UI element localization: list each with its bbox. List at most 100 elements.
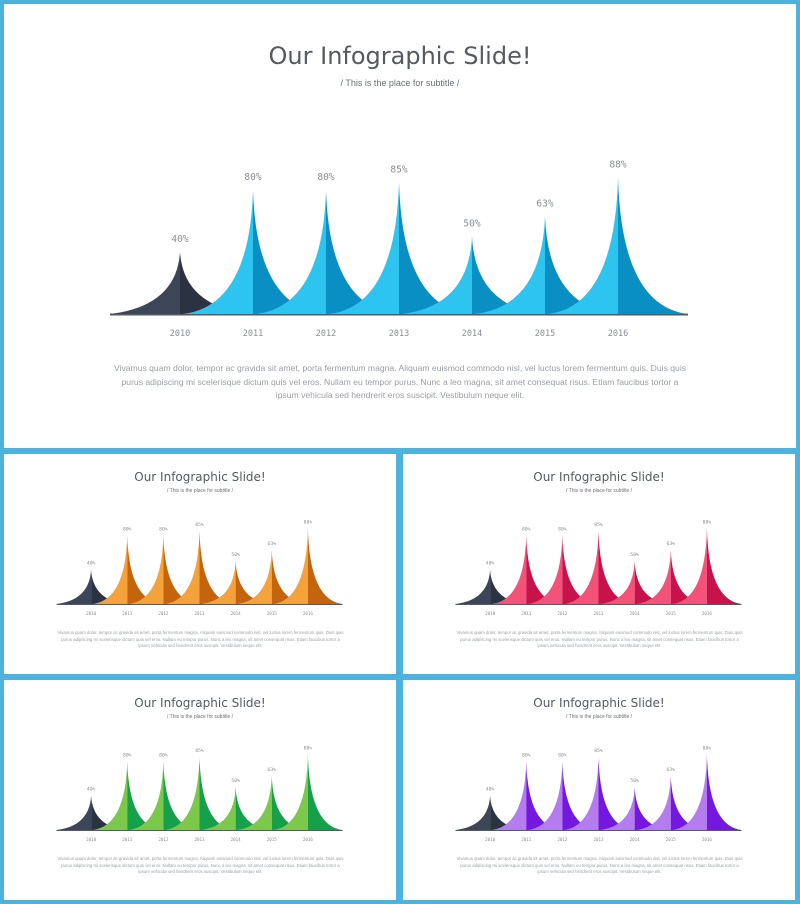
peak-2014 xyxy=(200,561,271,604)
value-label: 40% xyxy=(486,561,495,567)
peak-right-face xyxy=(670,775,706,830)
peak-2011 xyxy=(92,535,162,604)
body-paragraph: Vivamus quam dolor, tempor ac gravida si… xyxy=(456,630,743,649)
peak-right-face xyxy=(127,761,162,830)
slide-title: Our Infographic Slide! xyxy=(533,696,665,710)
value-label: 50% xyxy=(630,778,639,784)
peak-right-face xyxy=(706,754,742,830)
peak-left-face xyxy=(237,549,272,604)
value-label: 80% xyxy=(123,752,132,758)
year-label: 2014 xyxy=(462,329,482,339)
peak-left-face xyxy=(599,561,635,604)
peak-2012 xyxy=(128,535,199,604)
peak-right-face xyxy=(598,530,634,604)
peak-right-face xyxy=(526,535,561,604)
year-label: 2011 xyxy=(122,837,133,842)
value-label: 80% xyxy=(317,172,334,183)
peak-right-face xyxy=(235,561,271,604)
year-label: 2014 xyxy=(630,611,641,616)
peak-2014 xyxy=(599,787,670,830)
peak-left-face xyxy=(256,190,326,314)
peak-2011 xyxy=(183,190,323,314)
peak-left-face xyxy=(92,535,128,604)
peak-right-face xyxy=(526,761,561,830)
value-label: 88% xyxy=(703,519,712,525)
year-label: 2011 xyxy=(243,329,263,339)
peak-chart: 40% 2010 80% 2011 80% 2012 85% 2013 50% 2014 63% 20… xyxy=(110,160,688,339)
peak-right-face xyxy=(91,795,126,830)
peak-2016 xyxy=(273,754,343,830)
peak-2012 xyxy=(527,535,598,604)
peak-right-face xyxy=(562,535,598,604)
slide-orange: Our Infographic Slide! / This is the pla… xyxy=(4,454,396,674)
peak-chart: 40% 2010 80% 2011 80% 2012 85% 2013 50% 2014 63% 20… xyxy=(455,745,742,842)
peak-chart: 40% 2010 80% 2011 80% 2012 85% 2013 50% 2014 63% 20… xyxy=(56,745,343,842)
peak-right-face xyxy=(634,561,670,604)
peak-2013 xyxy=(563,530,634,604)
peak-right-face xyxy=(271,775,307,830)
year-label: 2013 xyxy=(593,837,604,842)
slide-purple: Our Infographic Slide! / This is the pla… xyxy=(403,680,795,900)
year-label: 2012 xyxy=(158,611,169,616)
peak-left-face xyxy=(402,236,472,314)
year-label: 2013 xyxy=(389,329,409,339)
peak-right-face xyxy=(127,535,162,604)
peak-left-face xyxy=(200,787,236,830)
slide-subtitle: / This is the place for subtitle / xyxy=(565,488,633,494)
year-label: 2015 xyxy=(267,611,278,616)
year-label: 2016 xyxy=(702,837,713,842)
year-label: 2011 xyxy=(122,611,133,616)
year-label: 2015 xyxy=(666,837,677,842)
value-label: 50% xyxy=(463,219,480,230)
year-label: 2012 xyxy=(316,329,336,339)
peak-right-face xyxy=(235,787,271,830)
peak-right-face xyxy=(253,190,323,314)
value-label: 63% xyxy=(268,767,277,773)
peak-2016 xyxy=(672,528,742,604)
year-label: 2010 xyxy=(86,837,97,842)
peak-2010 xyxy=(56,795,126,830)
value-label: 88% xyxy=(304,519,313,525)
peak-2014 xyxy=(200,787,271,830)
peak-right-face xyxy=(199,530,235,604)
peak-right-face xyxy=(670,549,706,604)
peak-2012 xyxy=(256,190,396,314)
slide-pink: Our Infographic Slide! / This is the pla… xyxy=(403,454,795,674)
year-label: 2013 xyxy=(194,837,205,842)
peak-2013 xyxy=(164,530,235,604)
peak-left-face xyxy=(563,530,599,604)
peak-left-face xyxy=(455,795,491,830)
slide-title: Our Infographic Slide! xyxy=(134,696,266,710)
value-label: 63% xyxy=(536,198,553,209)
peak-left-face xyxy=(527,761,563,830)
peak-right-face xyxy=(271,549,307,604)
peak-right-face xyxy=(618,177,688,314)
peak-2012 xyxy=(527,761,598,830)
peak-left-face xyxy=(563,756,599,830)
year-label: 2010 xyxy=(86,611,97,616)
peak-left-face xyxy=(164,530,200,604)
peak-left-face xyxy=(56,569,92,604)
year-label: 2016 xyxy=(702,611,713,616)
value-label: 88% xyxy=(304,745,313,751)
peak-2013 xyxy=(329,182,469,314)
peak-left-face xyxy=(329,182,399,314)
body-paragraph: Vivamus quam dolor, tempor ac gravida si… xyxy=(57,856,344,875)
peak-left-face xyxy=(599,787,635,830)
peak-2014 xyxy=(599,561,670,604)
peak-left-face xyxy=(92,761,128,830)
peak-right-face xyxy=(706,528,742,604)
slide-subtitle: / This is the place for subtitle / xyxy=(340,78,460,88)
peak-2015 xyxy=(636,549,706,604)
value-label: 85% xyxy=(195,522,204,528)
peak-left-face xyxy=(128,535,164,604)
value-label: 63% xyxy=(667,541,676,547)
peak-right-face xyxy=(163,761,199,830)
value-label: 50% xyxy=(231,778,240,784)
peak-2011 xyxy=(491,761,561,830)
value-label: 80% xyxy=(558,526,567,532)
peak-2016 xyxy=(273,528,343,604)
peak-left-face xyxy=(491,535,527,604)
peak-right-face xyxy=(91,569,126,604)
value-label: 88% xyxy=(703,745,712,751)
